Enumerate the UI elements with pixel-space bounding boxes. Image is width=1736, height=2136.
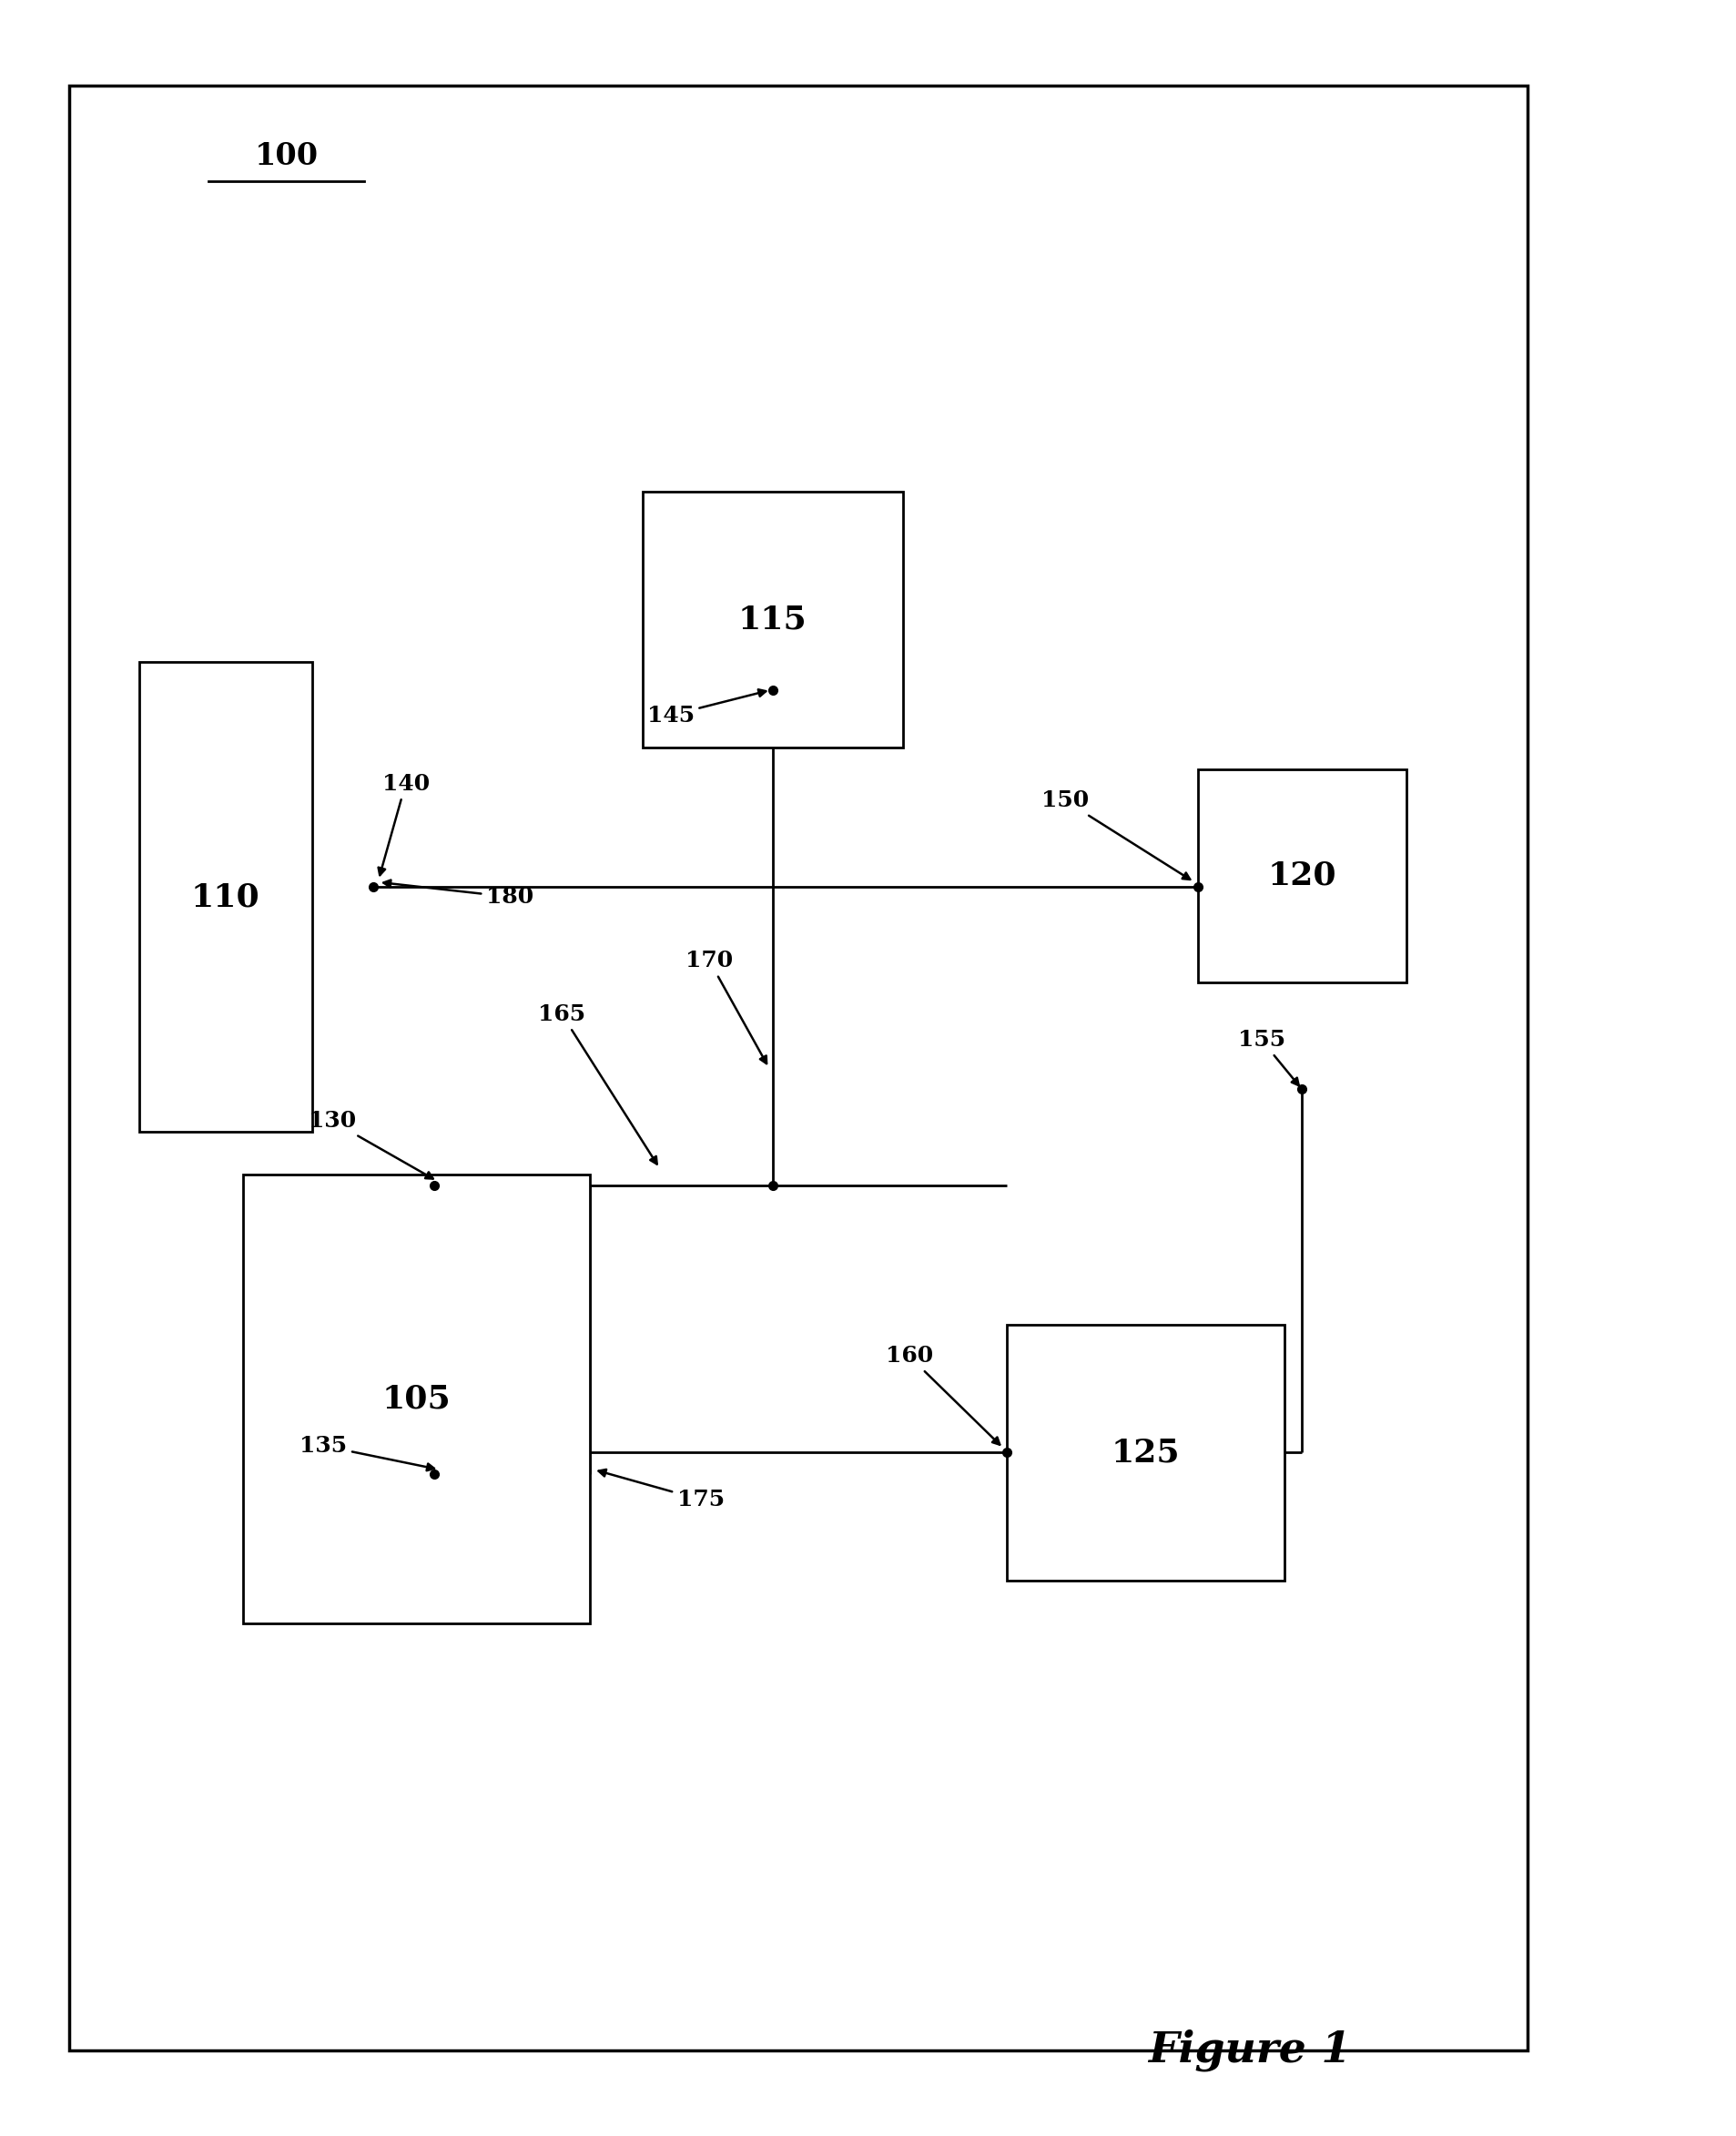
- Text: 170: 170: [686, 951, 767, 1064]
- Text: 105: 105: [382, 1384, 451, 1414]
- Text: 130: 130: [309, 1111, 432, 1179]
- Text: 140: 140: [378, 773, 429, 876]
- Bar: [243, 1175, 590, 1623]
- Text: 100: 100: [255, 141, 318, 171]
- Text: 155: 155: [1238, 1030, 1299, 1085]
- Text: 120: 120: [1267, 861, 1337, 891]
- Bar: [69, 85, 1528, 2051]
- Text: 135: 135: [300, 1435, 434, 1470]
- Bar: [1007, 1324, 1285, 1581]
- Text: 150: 150: [1042, 790, 1191, 880]
- Text: Figure 1: Figure 1: [1147, 2029, 1352, 2072]
- Text: 110: 110: [191, 882, 260, 912]
- Text: 165: 165: [538, 1004, 656, 1164]
- Text: 145: 145: [648, 690, 766, 726]
- Text: 180: 180: [384, 880, 533, 908]
- Text: 160: 160: [885, 1346, 1000, 1444]
- Bar: [1198, 769, 1406, 983]
- Text: 175: 175: [599, 1470, 724, 1510]
- Bar: [642, 491, 903, 748]
- Text: 115: 115: [738, 604, 807, 634]
- Bar: [139, 662, 312, 1132]
- Text: 125: 125: [1111, 1438, 1180, 1467]
